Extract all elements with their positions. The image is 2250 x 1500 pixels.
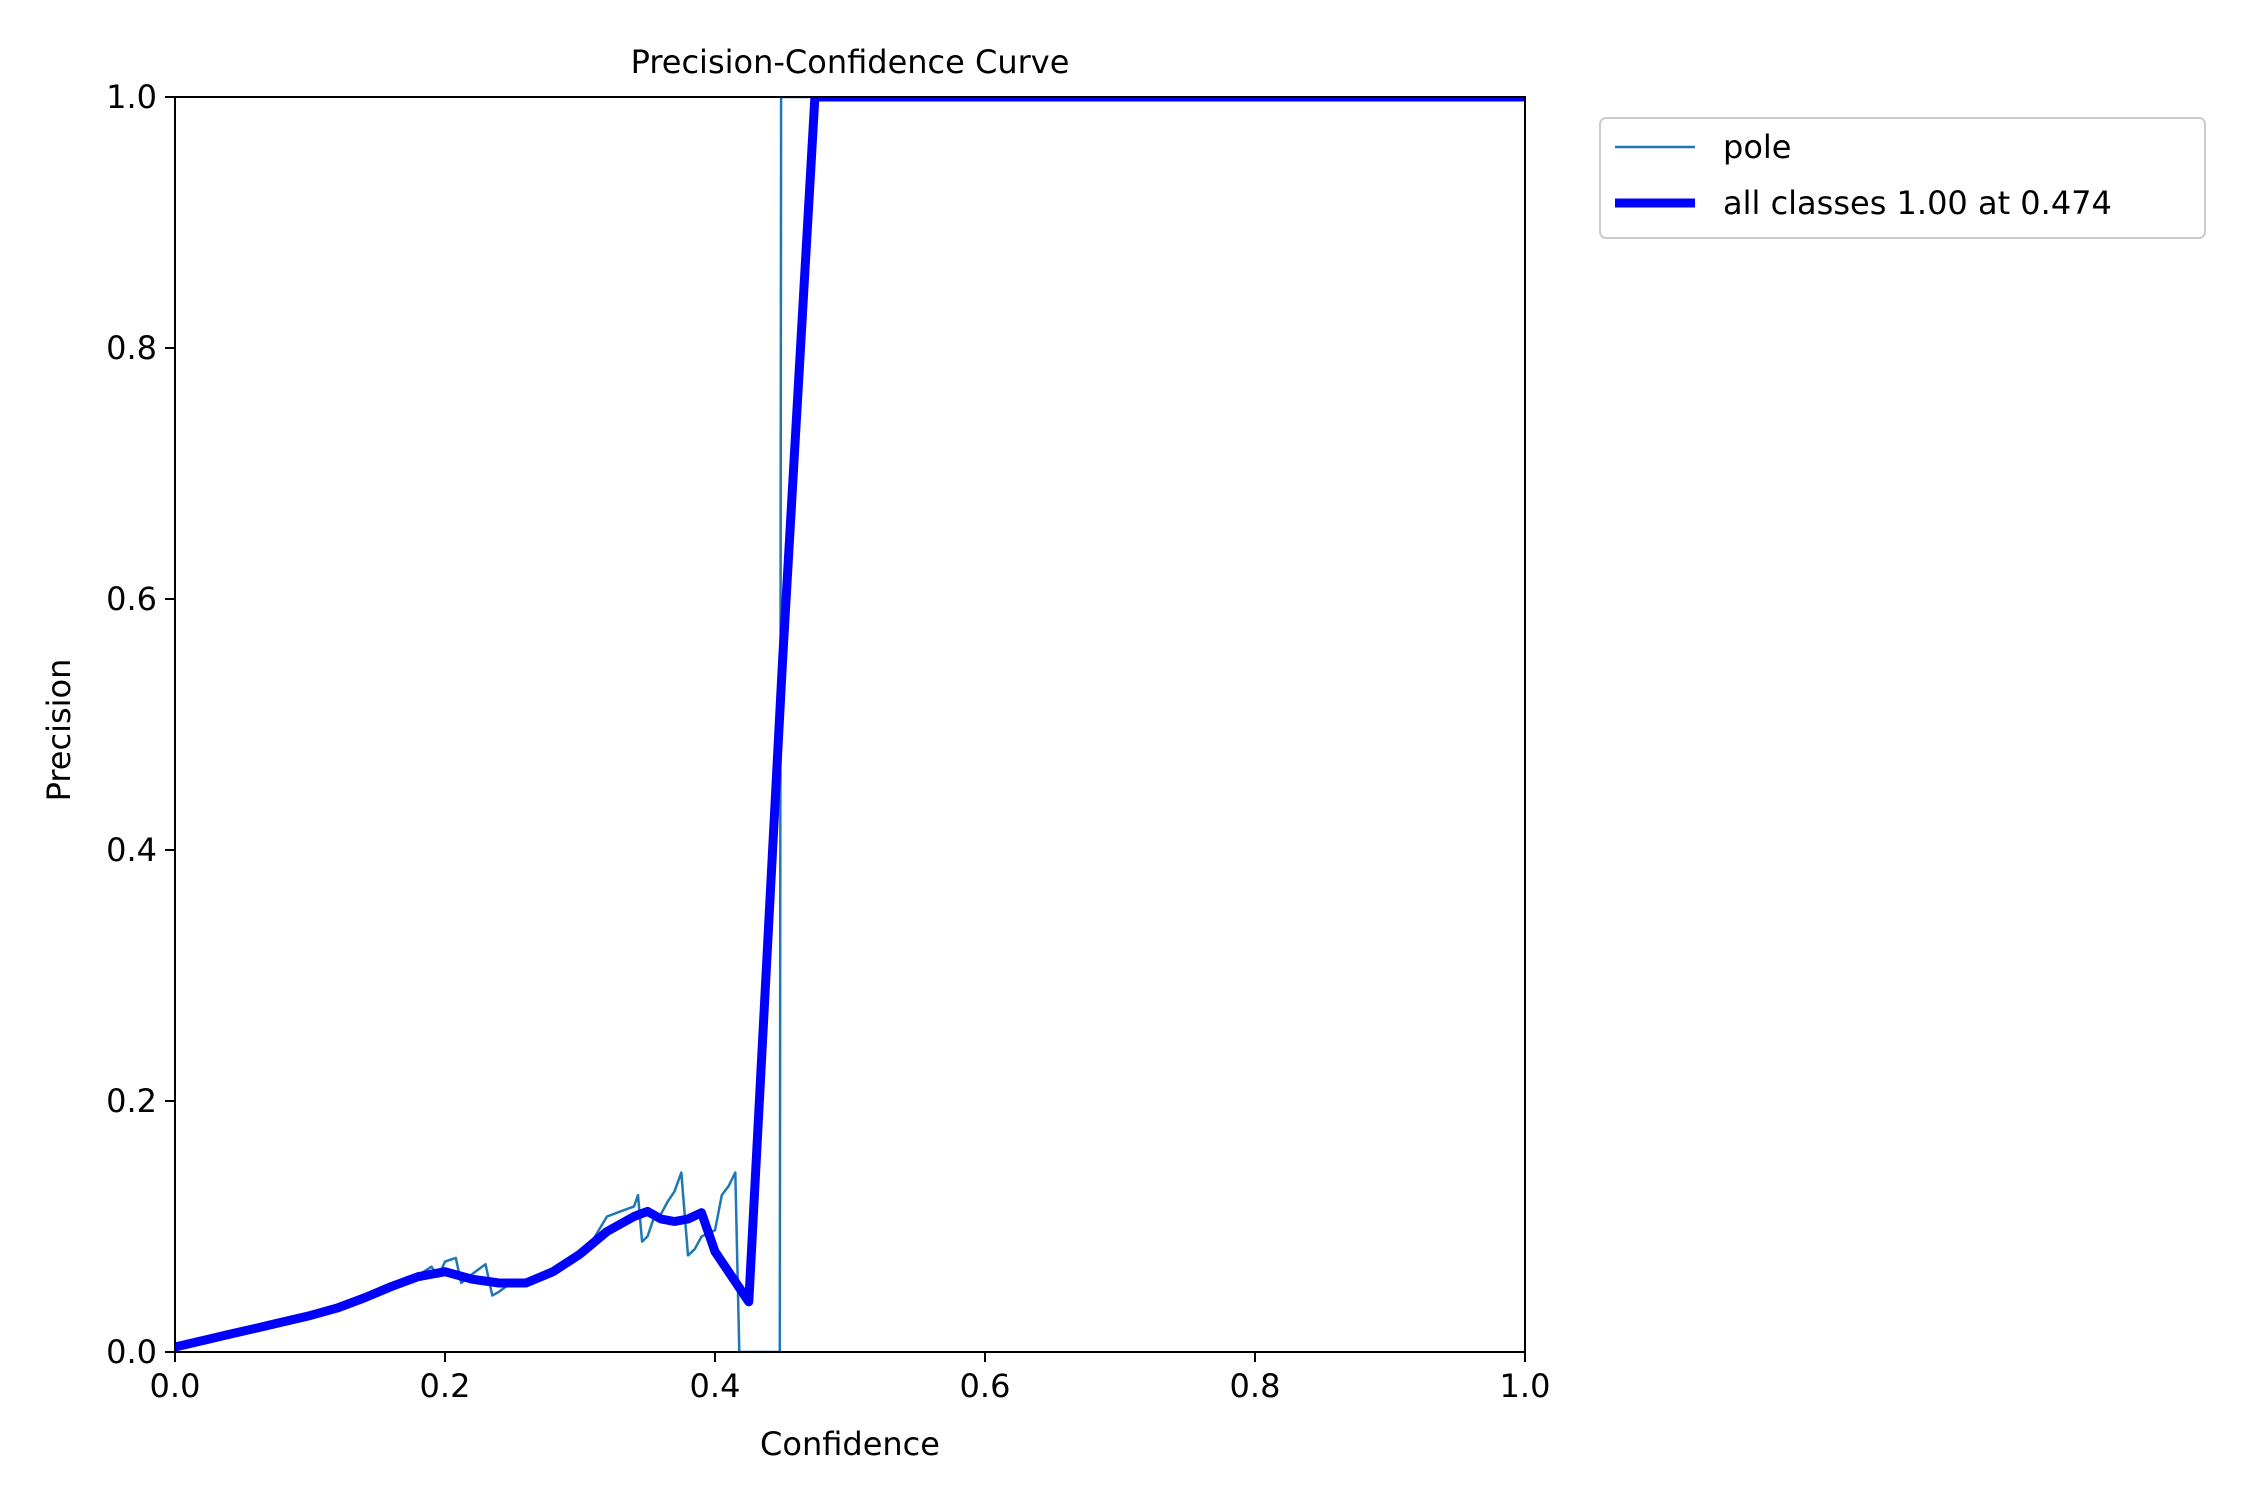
plot-frame <box>174 96 1526 1353</box>
series-line-all-classes <box>175 97 1525 1352</box>
y-axis-label: Precision <box>40 659 78 802</box>
y-tick-label: 0.2 <box>106 1082 157 1120</box>
series-layer <box>175 97 1525 1352</box>
y-tick-label: 0.0 <box>106 1333 157 1371</box>
x-tick-label: 0.2 <box>420 1367 471 1405</box>
x-axis-label: Confidence <box>760 1425 940 1463</box>
x-tick-label: 0.4 <box>690 1367 741 1405</box>
x-tick-label: 1.0 <box>1500 1367 1551 1405</box>
x-axis: 0.0 0.2 0.4 0.6 0.8 1.0 <box>150 1352 1551 1405</box>
y-tick-label: 0.6 <box>106 580 157 618</box>
y-tick-label: 0.4 <box>106 831 157 869</box>
legend-label-pole: pole <box>1723 128 1791 166</box>
legend: pole all classes 1.00 at 0.474 <box>1599 117 2206 239</box>
y-tick-label: 1.0 <box>106 78 157 116</box>
x-tick-label: 0.6 <box>960 1367 1011 1405</box>
legend-box <box>1599 117 2206 239</box>
x-tick-label: 0.0 <box>150 1367 201 1405</box>
legend-label-all-classes: all classes 1.00 at 0.474 <box>1723 184 2112 222</box>
x-tick-label: 0.8 <box>1230 1367 1281 1405</box>
chart-title: Precision-Confidence Curve <box>631 43 1070 81</box>
y-tick-label: 0.8 <box>106 329 157 367</box>
y-axis: 0.0 0.2 0.4 0.6 0.8 1.0 <box>106 78 175 1371</box>
